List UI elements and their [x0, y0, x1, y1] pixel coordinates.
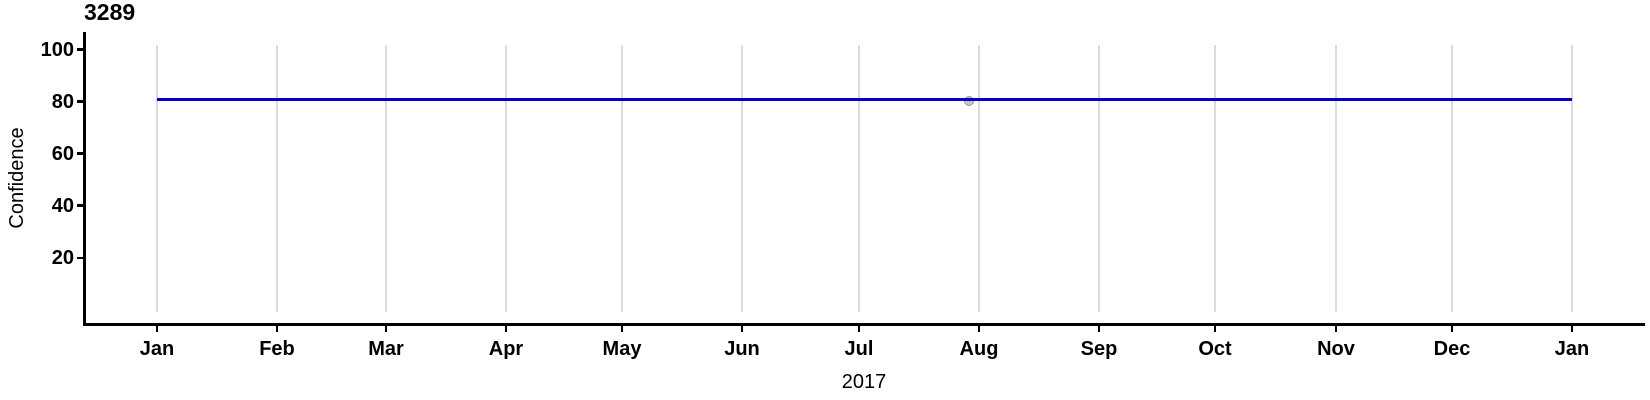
y-axis-line: [83, 32, 86, 326]
x-tick-label-nov: Nov: [1317, 338, 1355, 360]
y-tick-40: [76, 204, 83, 207]
y-tick-label-80: 80: [51, 90, 74, 113]
x-tick-feb: [275, 325, 279, 332]
x-tick-label-aug: Aug: [959, 338, 999, 360]
gridline-apr: [505, 45, 507, 312]
gridline-jan: [156, 45, 158, 312]
x-tick-label-jun: Jun: [724, 338, 760, 360]
gridline-jan2: [1571, 45, 1573, 312]
y-tick-label-60: 60: [51, 142, 74, 165]
x-axis-title: 2017: [841, 371, 887, 393]
confidence-line: [157, 98, 1572, 101]
observed-point-marker: [964, 96, 974, 106]
x-tick-mar: [384, 325, 388, 332]
gridline-oct: [1214, 45, 1216, 312]
x-tick-label-feb: Feb: [259, 338, 295, 360]
x-tick-label-oct: Oct: [1198, 338, 1232, 360]
x-tick-aug: [977, 325, 981, 332]
x-tick-label-mar: Mar: [368, 338, 404, 360]
gridline-feb: [276, 45, 278, 312]
chart-title: 3289: [84, 0, 136, 25]
x-tick-sep: [1097, 325, 1101, 332]
x-tick-label-jul: Jul: [844, 338, 874, 360]
x-tick-label-dec: Dec: [1433, 338, 1471, 360]
x-tick-dec: [1450, 325, 1454, 332]
x-tick-oct: [1213, 325, 1217, 332]
gridline-nov: [1335, 45, 1337, 312]
x-tick-label-may: May: [602, 338, 642, 360]
gridline-mar: [385, 45, 387, 312]
x-tick-jul: [857, 325, 861, 332]
x-tick-label-sep: Sep: [1080, 338, 1118, 360]
x-tick-jan: [155, 325, 159, 332]
x-tick-apr: [504, 325, 508, 332]
gridline-dec: [1451, 45, 1453, 312]
x-axis-line: [83, 323, 1645, 326]
y-tick-100: [76, 48, 83, 51]
x-tick-may: [620, 325, 624, 332]
x-tick-nov: [1334, 325, 1338, 332]
y-tick-label-100: 100: [40, 38, 74, 61]
y-tick-label-40: 40: [51, 194, 74, 217]
x-tick-jan2: [1570, 325, 1574, 332]
gridline-jul: [858, 45, 860, 312]
x-tick-jun: [740, 325, 744, 332]
y-tick-60: [76, 152, 83, 155]
x-tick-label-apr: Apr: [488, 338, 524, 360]
gridline-jun: [741, 45, 743, 312]
y-tick-20: [76, 256, 83, 260]
gridline-sep: [1098, 45, 1100, 312]
y-tick-80: [76, 100, 83, 103]
x-tick-label-jan2: Jan: [1554, 338, 1590, 360]
gridline-aug: [978, 45, 980, 312]
gridline-may: [621, 45, 623, 312]
x-tick-label-jan: Jan: [139, 338, 175, 360]
y-tick-label-20: 20: [51, 247, 74, 269]
